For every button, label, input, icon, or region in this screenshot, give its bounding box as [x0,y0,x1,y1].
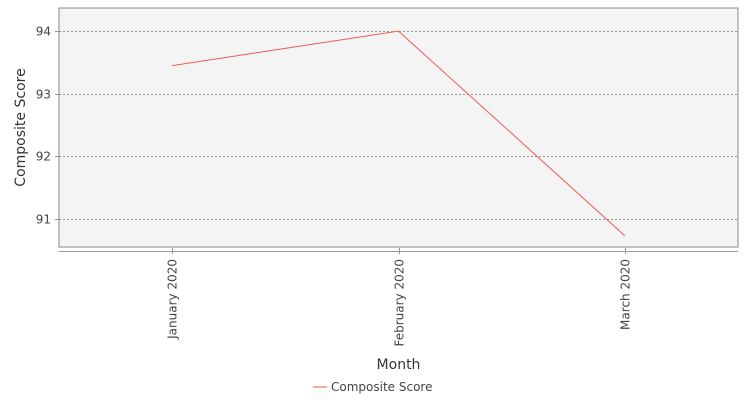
grid-lines [59,31,738,220]
x-tick-label: January 2020 [166,259,180,340]
y-tick-label: 93 [36,88,51,102]
series-lines [172,30,626,237]
y-tick-label: 94 [36,25,51,39]
y-axis-title: Composite Score [13,68,29,186]
plot-background [58,7,739,248]
x-tick-label: February 2020 [393,259,407,347]
plot-area [58,7,739,248]
x-tick-label: March 2020 [619,259,633,330]
y-axis: 91 92 93 94 [36,25,59,227]
x-axis: January 2020 February 2020 March 2020 [59,248,738,347]
legend-label: Composite Score [331,380,432,394]
series-line [172,30,626,237]
x-axis-title: Month [377,357,421,373]
y-tick-label: 92 [36,150,51,164]
y-tick-label: 91 [36,213,51,227]
legend: Composite Score [313,380,432,394]
